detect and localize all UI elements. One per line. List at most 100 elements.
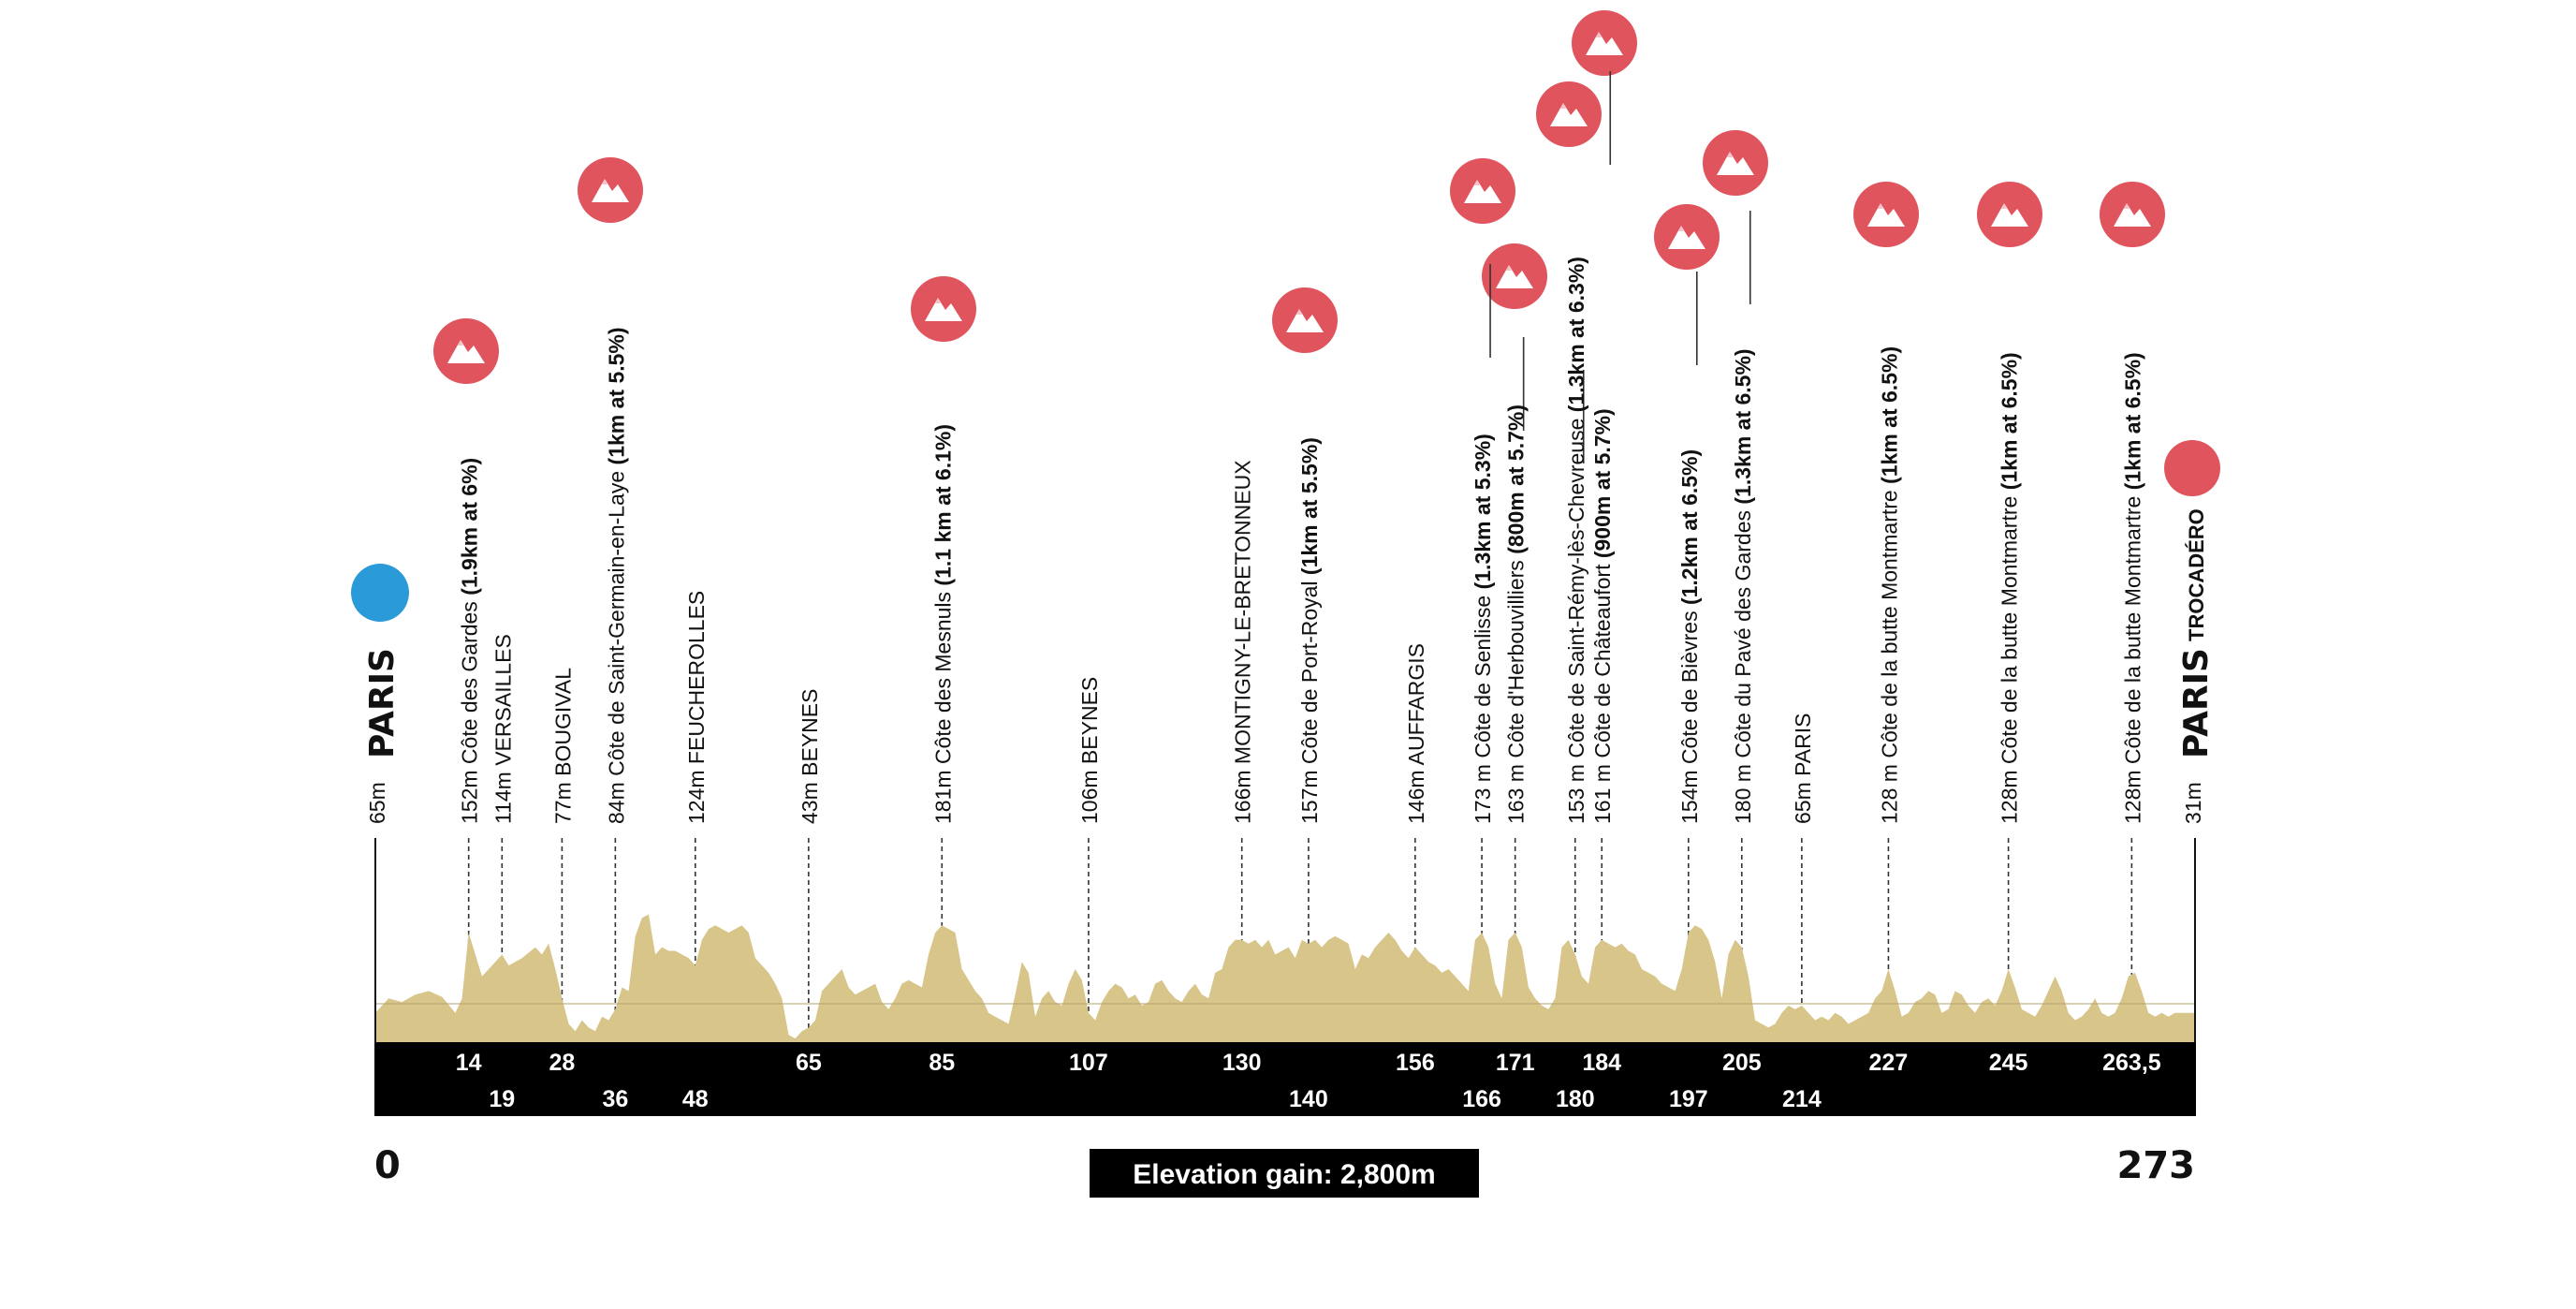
- waypoint-elevation: 77m: [550, 776, 575, 824]
- waypoint-elevation: 128m: [1998, 764, 2022, 824]
- waypoint-label: 154m Côte de Bièvres (1.2km at 6.5%): [1677, 449, 1702, 824]
- waypoint-label: 43m BEYNES: [798, 689, 822, 824]
- waypoint-label: 152m Côte des Gardes (1.9km at 6%): [458, 458, 482, 824]
- climb-markers-layer: [433, 10, 2165, 384]
- km-label: 19: [489, 1086, 515, 1112]
- waypoint-elevation: 65m: [1791, 776, 1815, 824]
- waypoint-name: Côte de la butte Montmartre: [1998, 490, 2022, 764]
- waypoint-labels-layer: 152m Côte des Gardes (1.9km at 6%) 114m V…: [458, 257, 2145, 824]
- waypoint-elevation: 152m: [458, 764, 482, 824]
- km-label: 184: [1582, 1050, 1621, 1076]
- waypoint-name: Côte d'Herbouvilliers: [1504, 554, 1529, 758]
- waypoint-name: Côte de la butte Montmartre: [2120, 490, 2144, 764]
- waypoint-label: 157m Côte de Port-Royal (1km at 5.5%): [1297, 437, 1322, 824]
- km-label: 245: [1989, 1050, 2028, 1076]
- mountain-icon: [1536, 81, 1602, 147]
- distance-end: 273: [2117, 1144, 2196, 1187]
- km-labels-layer: 14 19 28 36 48 65 85 107 130 140 156 166 171 180 184 19…: [456, 1050, 2161, 1112]
- km-label: 263,5: [2102, 1050, 2161, 1076]
- waypoint-name: VERSAILLES: [490, 634, 515, 766]
- climb-detail: (1km at 5.5%): [1297, 437, 1322, 575]
- finish-marker: [2164, 440, 2220, 496]
- waypoint-label: 161 m Côte de Châteaufort (900m at 5.7%): [1590, 408, 1615, 824]
- waypoint-elevation: 154m: [1677, 764, 1702, 824]
- waypoint-label: 65m PARIS: [1791, 713, 1815, 824]
- climb-detail: (1km at 6.5%): [1998, 352, 2022, 490]
- waypoint-label: 153 m Côte de Saint-Rémy-lès-Chevreuse (…: [1564, 257, 1588, 824]
- waypoint-name: Côte de Châteaufort: [1590, 558, 1615, 758]
- waypoint-label: 166m MONTIGNY-LE-BRETONNEUX: [1231, 460, 1255, 824]
- km-label: 14: [456, 1050, 482, 1076]
- mountain-icon: [1482, 243, 1547, 309]
- waypoint-name: Côte de Bièvres: [1677, 605, 1702, 764]
- waypoint-name: BEYNES: [798, 689, 822, 776]
- start-elevation: 65m: [365, 782, 389, 824]
- waypoint-label: 128m Côte de la butte Montmartre (1km at…: [1998, 352, 2022, 824]
- distance-bar: [374, 1042, 2196, 1116]
- waypoint-name: AUFFARGIS: [1404, 643, 1428, 765]
- waypoint-label: 180 m Côte du Pavé des Gardes (1.3km at …: [1731, 348, 1755, 824]
- waypoint-label: 84m Côte de Saint-Germain-en-Laye (1km a…: [604, 327, 628, 824]
- waypoint-name: FEUCHEROLLES: [684, 591, 709, 764]
- waypoint-name: BEYNES: [1077, 677, 1102, 764]
- climb-detail: (1km at 5.5%): [604, 327, 628, 464]
- mountain-icon: [1450, 158, 1515, 224]
- waypoint-label: 128m Côte de la butte Montmartre (1km at…: [2120, 352, 2144, 824]
- waypoint-elevation: 157m: [1297, 764, 1322, 824]
- waypoint-name: Côte de Saint-Rémy-lès-Chevreuse: [1564, 412, 1588, 757]
- mountain-icon: [2100, 182, 2165, 247]
- climb-detail: (1.1 km at 6.1%): [930, 424, 955, 586]
- climb-detail: (1.3km at 6.5%): [1731, 348, 1755, 504]
- km-label: 214: [1782, 1086, 1822, 1112]
- waypoint-name: Côte de la butte Montmartre: [1877, 484, 1901, 758]
- climb-detail: (1.3km at 6.3%): [1564, 257, 1588, 412]
- waypoint-elevation: 106m: [1077, 764, 1102, 824]
- km-label: 205: [1722, 1050, 1762, 1076]
- finish-name: PARIS: [2177, 648, 2216, 758]
- km-label: 130: [1222, 1050, 1262, 1076]
- km-label: 227: [1869, 1050, 1909, 1076]
- climb-detail: (1.2km at 6.5%): [1677, 449, 1702, 605]
- elevation-gain-box: [1090, 1149, 1479, 1198]
- mountain-icon: [911, 276, 976, 342]
- km-label: 140: [1289, 1086, 1328, 1112]
- mountain-icon: [578, 157, 643, 223]
- waypoint-label: 106m BEYNES: [1077, 677, 1102, 824]
- km-label: 65: [796, 1050, 822, 1076]
- waypoint-name: Côte des Mesnuls: [930, 586, 955, 764]
- km-label: 166: [1462, 1086, 1501, 1112]
- mountain-icon: [1977, 182, 2042, 247]
- start-name: PARIS: [363, 648, 402, 758]
- km-label: 48: [682, 1086, 709, 1112]
- waypoint-elevation: 146m: [1404, 765, 1428, 824]
- waypoint-elevation: 128 m: [1877, 758, 1901, 824]
- waypoint-elevation: 181m: [930, 764, 955, 824]
- km-label: 28: [549, 1050, 575, 1076]
- km-label: 180: [1556, 1086, 1595, 1112]
- waypoint-elevation: 43m: [798, 776, 822, 824]
- waypoint-label: 146m AUFFARGIS: [1404, 643, 1428, 824]
- waypoint-elevation: 166m: [1231, 764, 1255, 824]
- mountain-icon: [433, 318, 499, 384]
- waypoint-name: Côte des Gardes: [458, 596, 482, 764]
- elevation-gain: Elevation gain: 2,800m: [1133, 1159, 1435, 1190]
- waypoint-name: Côte de Port-Royal: [1297, 575, 1322, 764]
- climb-detail: (900m at 5.7%): [1590, 408, 1615, 558]
- climb-detail: (1.9km at 6%): [458, 458, 482, 596]
- waypoint-label: 173 m Côte de Senlisse (1.3km at 5.3%): [1471, 434, 1495, 824]
- distance-start: 0: [374, 1144, 401, 1187]
- waypoint-name: Côte de Senlisse: [1471, 589, 1495, 757]
- climb-detail: (1.3km at 5.3%): [1471, 434, 1495, 589]
- waypoint-elevation: 124m: [684, 764, 709, 824]
- terrain-profile: [375, 914, 2195, 1042]
- waypoint-name: Côte de Saint-Germain-en-Laye: [604, 464, 628, 775]
- waypoint-elevation: 161 m: [1590, 758, 1615, 824]
- waypoint-label: 163 m Côte d'Herbouvilliers (800m at 5.7…: [1504, 404, 1529, 824]
- mountain-icon: [1703, 130, 1768, 196]
- mountain-icon: [1572, 10, 1637, 76]
- finish-elevation: 31m: [2181, 782, 2205, 824]
- waypoint-elevation: 84m: [604, 776, 628, 824]
- km-label: 85: [929, 1050, 955, 1076]
- climb-detail: (800m at 5.7%): [1504, 404, 1529, 554]
